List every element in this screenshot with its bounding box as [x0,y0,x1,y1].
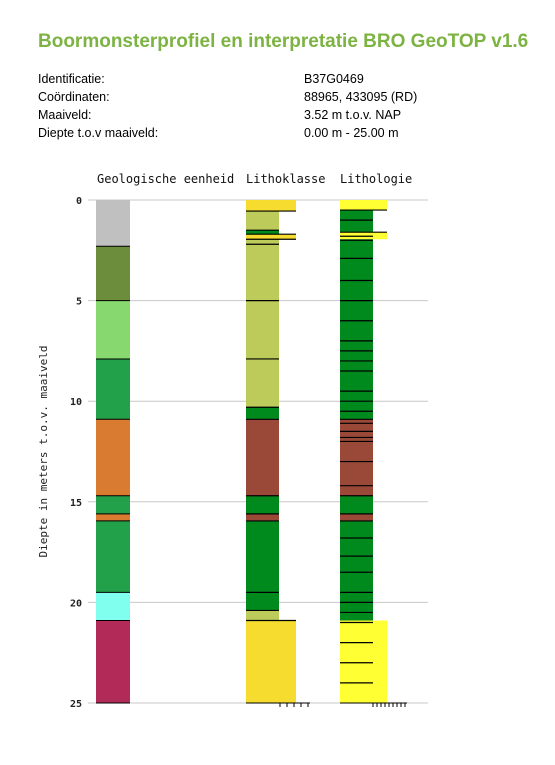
interval-bar [246,200,296,212]
meta-label: Maaiveld: [38,108,92,122]
interval-bar [96,592,130,621]
column-header: Geologische eenheid [97,172,234,186]
y-tick-label: 0 [76,196,82,207]
interval-bar [96,200,130,247]
interval-bar [96,246,130,301]
interval-bar [246,234,296,240]
y-tick-label: 20 [70,598,82,609]
interval-bar [340,520,373,621]
interval-bar [340,239,373,420]
interval-bar [340,210,373,233]
interval-bar [246,513,279,521]
meta-value: 88965, 433095 (RD) [304,90,418,104]
interval-bar [246,610,279,621]
y-tick-label: 25 [70,699,82,710]
interval-bar [246,495,279,514]
interval-bar [340,495,373,514]
interval-bar [246,230,279,235]
interval-bar [340,513,373,521]
meta-label: Coördinaten: [38,90,110,104]
interval-bar [246,520,279,611]
y-axis-label: Diepte in meters t.o.v. maaiveld [37,346,50,558]
interval-bar [96,620,130,703]
interval-bar [340,419,373,496]
column-header: Lithologie [340,172,412,186]
y-tick-label: 10 [70,397,82,408]
meta-value: 0.00 m - 25.00 m [304,126,399,140]
interval-bar [246,620,296,703]
meta-label: Diepte t.o.v maaiveld: [38,126,159,140]
meta-value: B37G0469 [304,72,364,86]
page-title: Boormonsterprofiel en interpretatie BRO … [38,31,529,52]
interval-bar [246,211,279,231]
interval-bar [96,419,130,496]
meta-row-coordinaten: Coördinaten: 88965, 433095 (RD) [38,88,458,106]
interval-bar [96,513,130,521]
interval-bar [96,495,130,514]
interval-bar [246,239,279,408]
interval-bar [96,520,130,593]
interval-bar [96,358,130,420]
interval-bar [340,200,387,211]
interval-bar [246,419,279,496]
meta-value: 3.52 m t.o.v. NAP [304,108,402,122]
meta-table: Identificatie: B37G0469 Coördinaten: 889… [38,70,458,142]
meta-row-diepte: Diepte t.o.v maaiveld: 0.00 m - 25.00 m [38,124,458,142]
meta-row-maaiveld: Maaiveld: 3.52 m t.o.v. NAP [38,106,458,124]
interval-bar [96,300,130,359]
meta-row-identificatie: Identificatie: B37G0469 [38,70,458,88]
interval-bar [340,620,387,703]
column-header: Lithoklasse [246,172,325,186]
y-tick-label: 5 [76,297,82,308]
meta-label: Identificatie: [38,72,105,86]
interval-bar [246,407,279,420]
y-tick-label: 15 [70,498,82,509]
